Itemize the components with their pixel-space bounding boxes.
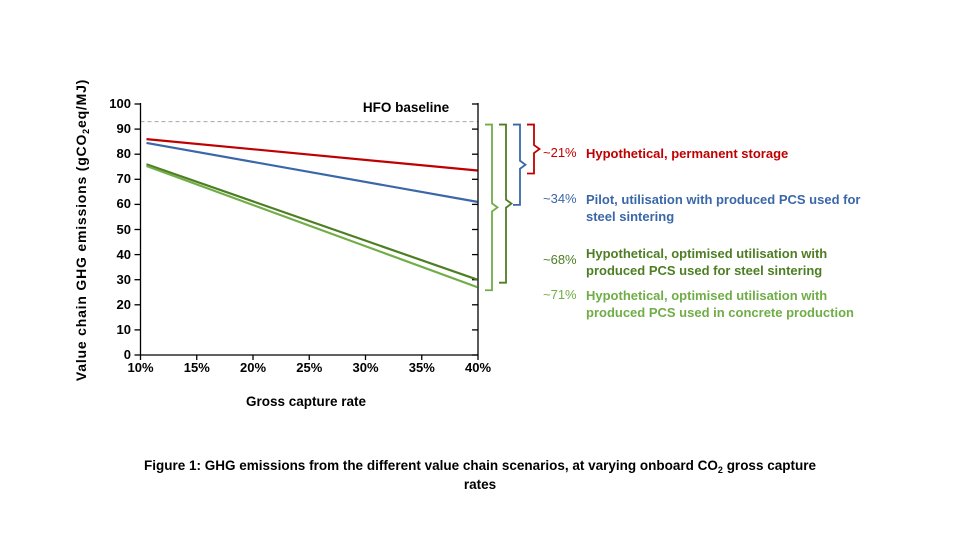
chart-stroke	[146, 164, 478, 289]
chart-stroke	[146, 163, 478, 281]
caption-text: Figure 1: GHG emissions from the differe…	[144, 458, 718, 473]
scenario-label-blue: Pilot, utilisation with produced PCS use…	[586, 191, 926, 225]
reduction-bracket	[485, 123, 500, 292]
x-tick-label: 15%	[183, 360, 210, 375]
scenario-label-light-green-line1: Hypothetical, optimised utilisation with	[586, 288, 828, 303]
figure-caption-line2: rates	[463, 477, 497, 492]
x-tick-label: 20%	[239, 360, 267, 375]
reduction-percentage-light-green: ~71%	[543, 287, 577, 302]
y-tick-label: 20	[116, 296, 131, 312]
chart-stroke	[146, 141, 478, 203]
scenario-label-dark-green-line2: produced PCS used for steel sintering	[586, 263, 823, 278]
scenario-label-dark-green: Hypothetical, optimised utilisation with…	[586, 245, 926, 279]
y-axis-title: Value chain GHG emissions (gCO2eq/MJ)	[73, 70, 91, 390]
y-axis-title-subscript: 2	[81, 128, 91, 134]
y-tick-label: 40	[116, 246, 131, 262]
x-tick-label: 10%	[127, 360, 154, 375]
y-tick-label: 100	[109, 96, 131, 111]
scenario-label-dark-green-line1: Hypothetical, optimised utilisation with	[586, 246, 828, 261]
caption-text-end: gross capture	[722, 458, 816, 473]
reduction-percentage-blue: ~34%	[543, 191, 577, 206]
scenario-label-red-line1: Hypothetical, permanent storage	[586, 146, 789, 161]
y-tick-label: 50	[116, 221, 131, 237]
scenario-label-blue-line2: steel sintering	[586, 209, 675, 224]
reduction-percentage-red: ~21%	[543, 145, 577, 160]
x-tick-label: 30%	[352, 360, 379, 375]
y-tick-label: 90	[116, 121, 131, 137]
y-axis-title-unit: eq/MJ)	[73, 78, 89, 129]
x-axis-title: Gross capture rate	[245, 394, 367, 409]
y-tick-label: 80	[116, 146, 131, 162]
hfo-baseline-label: HFO baseline	[362, 100, 450, 115]
y-tick-label: 30	[116, 271, 131, 287]
x-tick-label: 25%	[296, 360, 323, 375]
scenario-label-light-green-line2: produced PCS used in concrete production	[586, 305, 854, 320]
y-tick-label: 0	[123, 347, 131, 362]
caption-subscript: 2	[717, 465, 723, 475]
y-tick-label: 70	[116, 171, 131, 187]
y-tick-label: 10	[116, 321, 131, 337]
scenario-label-blue-line1: Pilot, utilisation with produced PCS use…	[586, 192, 861, 207]
figure-caption-line1: Figure 1: GHG emissions from the differe…	[0, 457, 960, 476]
reduction-bracket	[513, 123, 528, 206]
y-tick-label: 60	[116, 196, 131, 212]
figure-caption: Figure 1: GHG emissions from the differe…	[0, 457, 960, 494]
y-axis-title-text: Value chain GHG emissions (gCO	[73, 133, 89, 382]
reduction-bracket	[499, 123, 514, 284]
reduction-bracket	[527, 123, 542, 175]
chart-stroke	[146, 138, 478, 172]
scenario-label-light-green: Hypothetical, optimised utilisation with…	[586, 287, 926, 321]
x-tick-label: 40%	[464, 360, 492, 375]
scenario-label-red: Hypothetical, permanent storage	[586, 145, 926, 162]
reduction-percentage-dark-green: ~68%	[543, 252, 577, 267]
x-tick-label: 35%	[408, 360, 435, 375]
